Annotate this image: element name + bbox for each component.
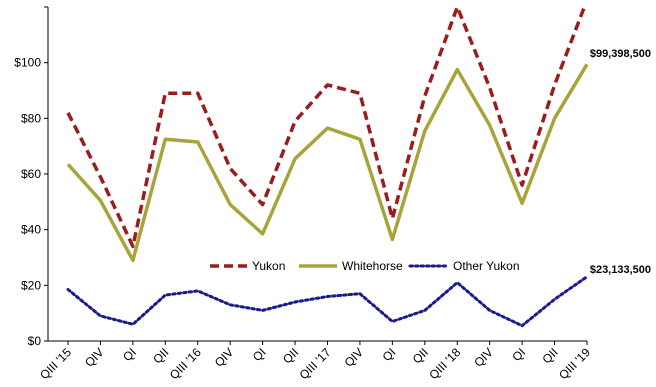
x-tick-label: QIII '17 <box>297 345 334 382</box>
x-tick-label: QIV <box>471 345 496 370</box>
x-tick-label: QI <box>509 345 528 364</box>
x-tick-label: QIV <box>342 345 367 370</box>
series-line-whitehorse <box>66 63 589 263</box>
value-callout: $99,398,500 <box>590 48 651 60</box>
legend-label: Whitehorse <box>342 259 403 273</box>
x-tick-label: QI <box>380 345 399 364</box>
x-tick-label: QIII '16 <box>167 345 204 382</box>
series-line-yukon <box>66 7 587 249</box>
y-tick-label: $60 <box>21 167 41 181</box>
x-tick-label: QIII '15 <box>37 345 74 382</box>
x-tick-label: QII <box>150 345 171 366</box>
x-tick-label: QIV <box>212 345 237 370</box>
legend-label: Yukon <box>252 259 285 273</box>
x-tick-label: QI <box>250 345 269 364</box>
x-tick-label: QII <box>280 345 301 366</box>
x-tick-label: QII <box>410 345 431 366</box>
y-tick-label: $20 <box>21 278 41 292</box>
legend-label: Other Yukon <box>453 259 520 273</box>
y-tick-label: $40 <box>21 223 41 237</box>
x-tick-label: QIII '19 <box>556 345 593 382</box>
x-tick-label: QI <box>120 345 139 364</box>
series-line-other-yukon <box>66 275 589 328</box>
x-tick-label: QIV <box>82 345 107 370</box>
y-tick-label: $0 <box>28 334 42 348</box>
y-tick-label: $100 <box>14 56 41 70</box>
value-callout: $23,133,500 <box>590 264 651 276</box>
x-tick-label: QIII '18 <box>426 345 463 382</box>
x-tick-label: QII <box>539 345 560 366</box>
y-tick-label: $80 <box>21 111 41 125</box>
